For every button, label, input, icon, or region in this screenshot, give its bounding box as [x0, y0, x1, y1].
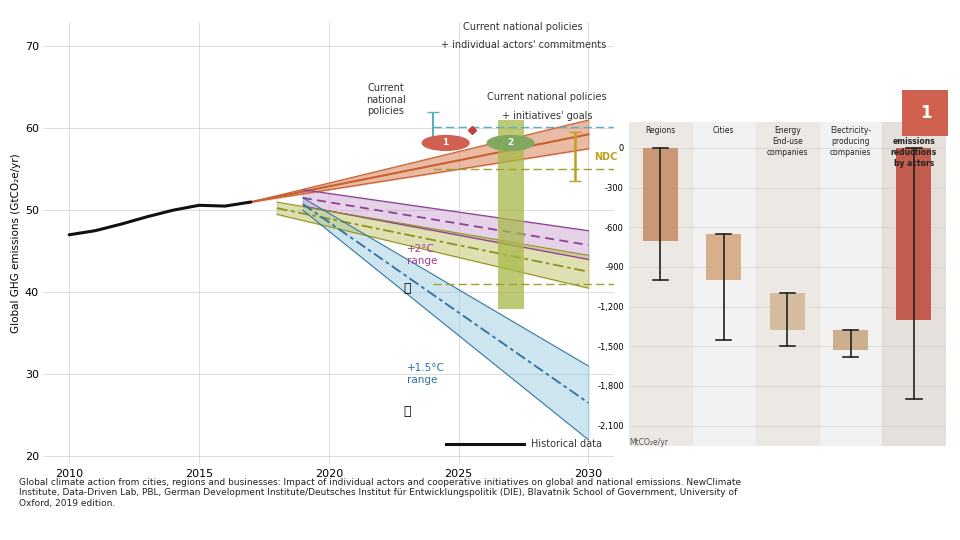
- Text: + initiatives' goals: + initiatives' goals: [502, 111, 592, 121]
- Text: 1: 1: [443, 138, 448, 147]
- Y-axis label: Global GHG emissions (GtCO₂e/yr): Global GHG emissions (GtCO₂e/yr): [11, 153, 21, 333]
- Bar: [707, 234, 741, 280]
- Circle shape: [902, 90, 948, 137]
- Text: Energy
End-use
companies: Energy End-use companies: [766, 126, 808, 157]
- Text: Regions: Regions: [645, 126, 676, 135]
- Bar: [643, 148, 678, 240]
- Text: +2°C
range: +2°C range: [407, 245, 437, 266]
- Bar: [770, 293, 804, 330]
- Text: Current national policies: Current national policies: [464, 22, 583, 32]
- Bar: [629, 122, 692, 446]
- Circle shape: [487, 136, 534, 150]
- Text: Historical data: Historical data: [531, 439, 602, 449]
- Text: 🌡: 🌡: [403, 404, 411, 417]
- Bar: [833, 330, 868, 350]
- Text: Total
emissions
reductions
by actors: Total emissions reductions by actors: [891, 126, 937, 168]
- Text: + individual actors' commitments: + individual actors' commitments: [441, 40, 606, 51]
- Text: Electricity-
producing
companies: Electricity- producing companies: [829, 126, 872, 157]
- Bar: [756, 122, 819, 446]
- Text: 2: 2: [508, 138, 514, 147]
- Text: MtCO₂e/yr: MtCO₂e/yr: [629, 438, 668, 447]
- Text: 1: 1: [920, 104, 931, 123]
- Text: Current national policies: Current national policies: [488, 92, 607, 102]
- Text: Cities: Cities: [713, 126, 734, 135]
- Text: 🌡: 🌡: [403, 281, 411, 295]
- Circle shape: [422, 136, 469, 150]
- Text: +1.5°C
range: +1.5°C range: [407, 363, 444, 385]
- Bar: [897, 148, 931, 320]
- Text: Global climate action from cities, regions and businesses: Impact of individual : Global climate action from cities, regio…: [19, 478, 741, 508]
- Bar: [882, 122, 946, 446]
- Bar: [497, 120, 523, 308]
- Text: Current
national
policies: Current national policies: [366, 83, 406, 116]
- Text: NDC: NDC: [593, 152, 617, 162]
